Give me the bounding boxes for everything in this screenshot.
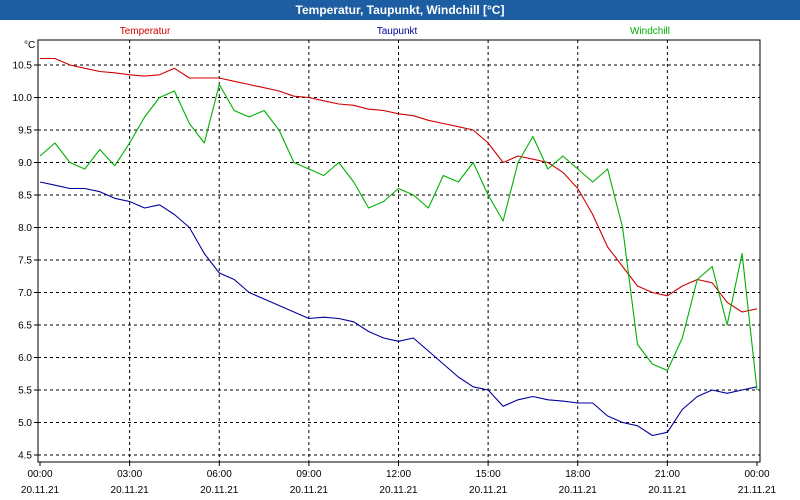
y-tick-label: 8.5 [18, 191, 32, 202]
y-tick-label: 7.0 [18, 288, 32, 299]
y-tick-label: 4.5 [18, 451, 32, 462]
x-tick-time: 00:00 [744, 469, 769, 480]
legend-temperatur: Temperatur [120, 26, 171, 37]
x-tick-time: 06:00 [207, 469, 232, 480]
x-tick-time: 18:00 [565, 469, 590, 480]
y-tick-label: 10.5 [13, 61, 33, 72]
taupunkt-line [39, 181, 758, 437]
x-tick-time: 09:00 [296, 469, 321, 480]
x-tick-time: 03:00 [117, 469, 142, 480]
legend: Temperatur Taupunkt Windchill [120, 26, 670, 37]
x-tick-date: 21.11.21 [738, 485, 777, 496]
y-tick-label: 6.5 [18, 321, 32, 332]
x-tick-date: 20.11.21 [21, 485, 60, 496]
x-tick-time: 15:00 [476, 469, 501, 480]
y-tick-label: 10.0 [13, 93, 33, 104]
windchill-line [39, 83, 758, 391]
y-tick-label: 9.5 [18, 126, 32, 137]
temperatur-line [40, 57, 758, 313]
legend-windchill: Windchill [630, 26, 670, 37]
y-tick-label: 9.0 [18, 158, 32, 169]
x-tick-time: 12:00 [386, 469, 411, 480]
y-tick-label: 5.5 [18, 386, 32, 397]
chart-title: Temperatur, Taupunkt, Windchill [°C] [0, 0, 800, 20]
x-tick-time: 00:00 [27, 469, 52, 480]
y-tick-label: 7.5 [18, 256, 32, 267]
grid-lines [38, 40, 760, 462]
x-tick-date: 20.11.21 [290, 485, 329, 496]
y-axis-unit: °C [24, 40, 35, 51]
x-tick-date: 20.11.21 [559, 485, 598, 496]
x-tick-date: 20.11.21 [200, 485, 239, 496]
x-tick-date: 20.11.21 [648, 485, 687, 496]
series-lines [39, 57, 758, 437]
legend-taupunkt: Taupunkt [377, 26, 418, 37]
x-tick-time: 21:00 [655, 469, 680, 480]
x-tick-date: 20.11.21 [379, 485, 418, 496]
x-axis-ticks: 00:00 20.11.21 03:00 20.11.21 06:00 20.11.21 0… [21, 462, 777, 496]
y-tick-label: 6.0 [18, 353, 32, 364]
x-tick-date: 20.11.21 [111, 485, 150, 496]
y-axis-ticks: 10.5 10.0 9.5 9.0 8.5 8.0 7.5 7.0 6.5 6.0 5.5 5.0 4.… [13, 61, 38, 462]
y-tick-label: 5.0 [18, 418, 32, 429]
x-tick-date: 20.11.21 [469, 485, 508, 496]
y-tick-label: 8.0 [18, 223, 32, 234]
